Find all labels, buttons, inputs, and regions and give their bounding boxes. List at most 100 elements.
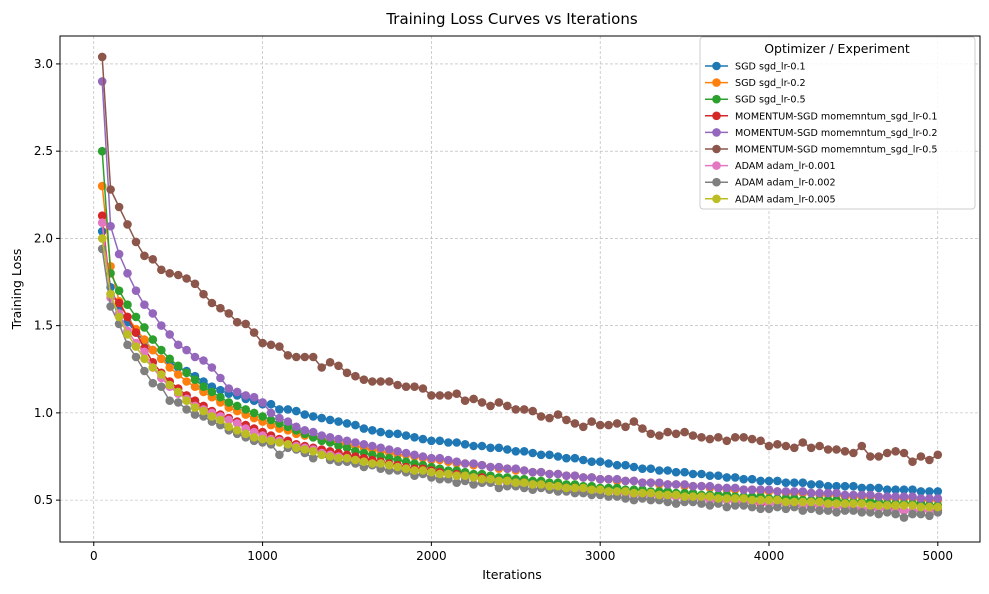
data-point [486,401,495,411]
data-point [570,453,580,463]
data-point [351,371,360,381]
data-point [916,509,926,519]
data-point [739,501,748,510]
data-point [148,363,158,372]
data-point [249,408,259,418]
data-point [722,436,732,446]
data-point [823,481,833,491]
data-point [764,441,774,451]
y-tick-label: 1.0 [34,406,53,420]
data-point [165,354,174,364]
data-point [182,368,191,378]
data-point [317,363,327,372]
data-point [140,366,149,376]
y-axis-label: Training Loss [9,249,24,331]
data-point [933,494,943,503]
data-point [300,352,310,362]
data-point [587,473,596,482]
data-point [925,511,934,521]
data-point [933,502,943,512]
data-point [418,434,428,444]
data-point [140,251,149,261]
data-point [207,412,217,421]
legend-box [699,36,976,210]
legend-title: Optimizer / Experiment [764,41,910,56]
data-point [528,480,537,489]
data-point [511,478,521,488]
data-point [798,497,808,507]
data-point [393,447,402,456]
data-point [393,429,402,439]
data-point [519,405,529,414]
data-point [545,469,554,479]
data-point [781,497,791,507]
data-point [511,405,521,414]
data-point [587,417,596,426]
data-point [621,476,630,486]
data-point [790,497,799,507]
data-point [157,345,166,355]
data-point [680,480,689,489]
data-point [224,398,234,407]
data-point [764,476,774,486]
data-point [714,494,723,503]
data-point [249,433,259,442]
data-point [604,474,613,484]
legend-marker [712,161,721,170]
data-point [714,433,723,442]
data-point [131,352,141,362]
data-point [604,487,613,496]
data-point [806,480,816,489]
data-point [334,441,343,451]
data-point [621,460,630,470]
data-point [469,459,478,468]
data-point [790,478,799,488]
data-point [722,473,732,482]
data-point [494,398,504,407]
data-point [157,354,166,364]
data-point [663,466,672,475]
data-point [460,440,470,449]
x-tick-label: 5000 [923,549,954,563]
series-group [97,52,943,467]
data-point [832,488,841,498]
data-point [97,77,107,86]
data-point [199,289,208,299]
data-point [157,382,166,392]
data-point [452,457,462,467]
data-point [131,286,141,296]
data-point [342,436,352,446]
legend-marker [712,78,721,87]
data-point [747,474,757,484]
data-point [106,185,115,194]
data-point [553,481,563,491]
data-point [536,467,546,477]
data-point [823,488,833,498]
data-point [216,392,225,402]
data-point [325,415,335,425]
data-point [173,270,183,280]
data-point [452,471,462,481]
data-point [410,450,419,460]
data-point [401,382,411,392]
data-point [562,483,571,493]
data-point [393,462,402,472]
data-point [764,504,774,514]
data-point [173,398,183,407]
data-point [342,368,352,378]
data-point [427,453,436,463]
data-point [435,436,445,446]
data-point [925,487,934,496]
data-point [308,427,318,437]
data-point [899,513,909,522]
data-point [351,438,360,447]
data-point [866,501,875,510]
data-point [629,495,639,505]
data-point [815,441,824,451]
data-point [832,481,841,491]
data-point [866,490,875,500]
data-point [283,351,293,360]
data-point [427,436,436,446]
data-point [114,202,124,212]
